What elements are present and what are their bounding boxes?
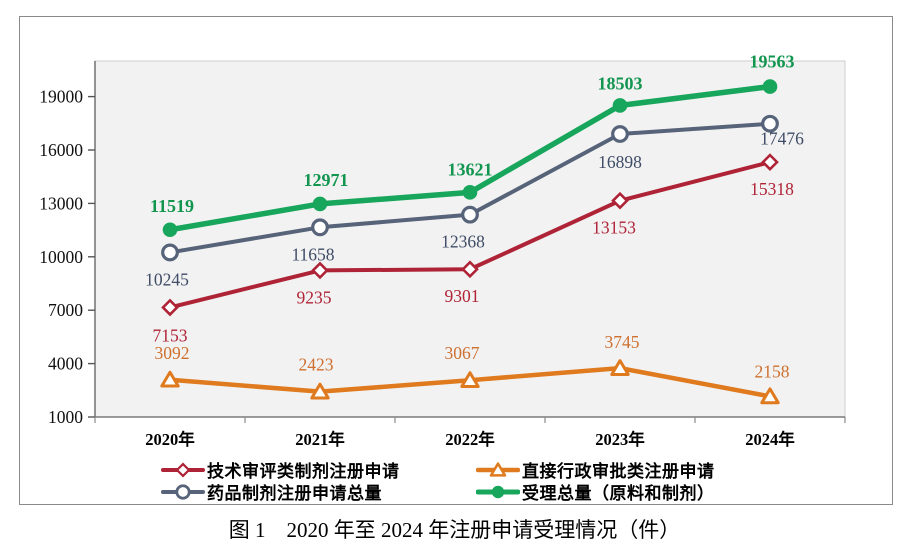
x-axis-category-label: 2022年 (445, 429, 495, 449)
x-axis-category-label: 2024年 (745, 429, 795, 449)
legend-item-accepted-total: 受理总量（原料和制剂） (475, 481, 715, 503)
data-point-label: 10245 (145, 269, 189, 289)
series-3: 11519 12971 13621 18503 19563 (150, 52, 795, 238)
triangle-marker-icon (460, 371, 480, 389)
legend-label: 受理总量（原料和制剂） (522, 484, 715, 503)
y-axis-tick-label: 10000 (39, 247, 83, 267)
legend-label: 直接行政审批类注册申请 (522, 462, 715, 481)
legend-swatch-graphic (161, 483, 205, 500)
data-point-label: 12368 (441, 232, 485, 252)
data-point-label: 2158 (755, 361, 790, 381)
data-point-label: 3067 (445, 343, 480, 363)
circle-open-marker-icon (761, 114, 779, 133)
legend-item-direct-admin: 直接行政审批类注册申请 (475, 459, 715, 481)
y-axis-tick-label: 13000 (39, 193, 83, 213)
legend-item-drug-total: 药品制剂注册申请总量 (161, 481, 476, 503)
series-2: 10245 11658 12368 16898 17476 (145, 114, 804, 289)
legend-marker-diamond-icon (161, 460, 205, 480)
legend-marker-circle-open-icon (161, 482, 205, 502)
data-point-label: 12971 (304, 170, 349, 190)
circle-filled-marker-icon (612, 98, 628, 113)
x-axis-category-label: 2021年 (295, 429, 345, 449)
data-point-label: 16898 (598, 152, 642, 172)
data-point-label: 19563 (750, 52, 795, 72)
y-axis-tick-label: 7000 (48, 300, 83, 320)
legend-label: 药品制剂注册申请总量 (207, 484, 382, 503)
data-point-label: 3745 (605, 332, 640, 352)
legend-swatch-graphic (475, 461, 521, 477)
legend-item-tech-review: 技术审评类制剂注册申请 (161, 459, 476, 481)
legend-swatch-graphic (161, 461, 205, 478)
figure-caption: 图 1 2020 年至 2024 年注册申请受理情况（件） (228, 518, 681, 542)
circle-open-marker-icon (611, 125, 629, 143)
data-point-label: 9235 (297, 287, 332, 307)
data-point-label: 2423 (299, 355, 334, 375)
x-axis-category-label: 2023年 (595, 429, 645, 449)
data-point-label: 11519 (150, 196, 194, 216)
diamond-marker-icon (761, 153, 779, 171)
y-axis-tick-label: 4000 (48, 354, 83, 374)
legend-marker-triangle-icon (475, 460, 521, 480)
diamond-marker-icon (611, 191, 629, 210)
triangle-marker-icon (760, 387, 780, 405)
circle-filled-marker-icon (762, 79, 778, 94)
diamond-marker-icon (461, 260, 479, 279)
y-axis-tick-label: 1000 (48, 407, 83, 427)
circle-filled-marker-icon (162, 222, 178, 238)
data-point-label: 17476 (760, 129, 804, 149)
y-axis-tick-label: 19000 (39, 87, 83, 107)
data-point-label: 13153 (592, 218, 636, 238)
series-0: 7153 9235 9301 13153 15318 (153, 153, 794, 345)
circle-open-marker-icon (161, 243, 179, 262)
data-point-label: 11658 (291, 244, 334, 264)
series-1: 3092 2423 3067 3745 2158 (155, 332, 790, 405)
data-point-label: 3092 (155, 343, 190, 363)
triangle-marker-icon (489, 461, 507, 477)
plot-area (94, 60, 846, 418)
legend-swatch-graphic (475, 485, 521, 498)
line-chart: 1000 4000 7000 10000 13000 16000 19000 2020年 202… (39, 52, 846, 449)
chart-legend: 技术审评类制剂注册申请 直接行政审批类注册申请 药品制剂注册申请总量 受理总量（… (161, 459, 715, 503)
x-axis-category-label: 2020年 (145, 429, 195, 449)
diamond-marker-icon (161, 298, 179, 317)
legend-label: 技术审评类制剂注册申请 (207, 462, 400, 481)
data-point-label: 7153 (153, 325, 188, 345)
triangle-marker-icon (160, 370, 180, 388)
circle-open-marker-icon (311, 218, 329, 237)
triangle-marker-icon (310, 382, 330, 400)
data-point-label: 15318 (750, 179, 794, 199)
legend-marker-circle-filled-icon (475, 482, 521, 502)
diamond-marker-icon (311, 261, 329, 280)
diamond-marker-icon (175, 461, 191, 478)
triangle-marker-icon (610, 359, 630, 376)
circle-open-marker-icon (461, 205, 479, 224)
y-axis-tick-label: 16000 (39, 140, 83, 160)
chart-figure-box: 1000 4000 7000 10000 13000 16000 19000 2020年 202… (19, 16, 893, 505)
circle-filled-marker-icon (491, 485, 505, 498)
circle-filled-marker-icon (462, 185, 478, 200)
data-point-label: 9301 (445, 286, 480, 306)
circle-filled-marker-icon (312, 196, 328, 212)
data-point-label: 18503 (598, 73, 643, 93)
data-point-label: 13621 (448, 159, 493, 179)
circle-open-marker-icon (175, 483, 191, 500)
